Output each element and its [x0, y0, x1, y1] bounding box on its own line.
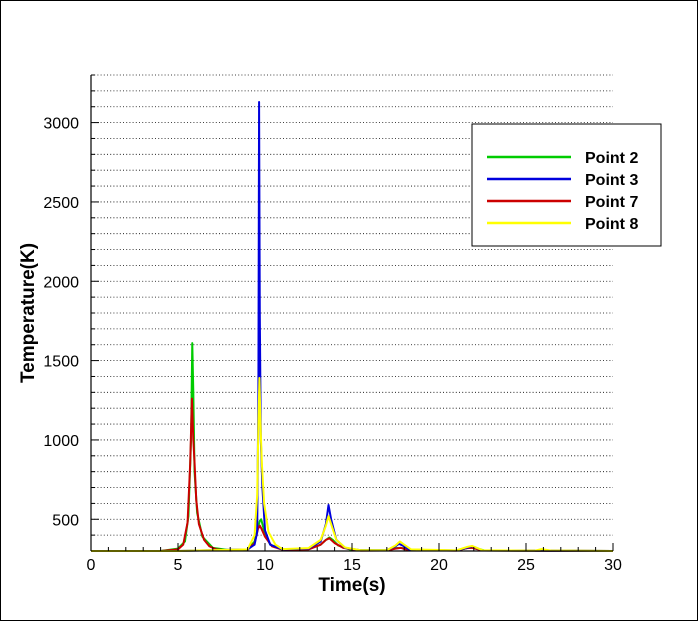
x-axis-title: Time(s): [318, 575, 385, 596]
series-line-point-8: [91, 377, 614, 552]
grid-lines: [91, 74, 613, 536]
legend-box: [471, 123, 662, 247]
series-line-point-7: [91, 397, 614, 552]
x-tick-label: 5: [174, 557, 183, 574]
legend: Point 2 Point 3 Point 7 Point 8: [471, 123, 662, 247]
x-tick-label: 25: [517, 557, 535, 574]
y-tick-label: 500: [52, 512, 79, 529]
x-tick-label: 0: [87, 557, 96, 574]
x-tick-label: 20: [430, 557, 448, 574]
x-tick-label: 10: [256, 557, 274, 574]
y-tick-label: 2000: [43, 274, 79, 291]
legend-label: Point 8: [585, 216, 638, 233]
legend-label: Point 2: [585, 150, 638, 167]
y-tick-label: 3000: [43, 116, 79, 133]
legend-label: Point 3: [585, 172, 638, 189]
legend-label: Point 7: [585, 194, 638, 211]
y-axis-ticks: 500 1000 1500 2000 2500 3000: [43, 74, 99, 536]
y-tick-label: 2500: [43, 195, 79, 212]
y-axis-title: Temperature(K): [18, 243, 39, 383]
x-tick-label: 30: [604, 557, 622, 574]
y-tick-label: 1000: [43, 433, 79, 450]
y-tick-label: 1500: [43, 354, 79, 371]
series-line-point-2: [91, 342, 614, 552]
x-axis-ticks: 0 5 10 15 20 25 30: [87, 543, 622, 574]
x-tick-label: 15: [343, 557, 361, 574]
